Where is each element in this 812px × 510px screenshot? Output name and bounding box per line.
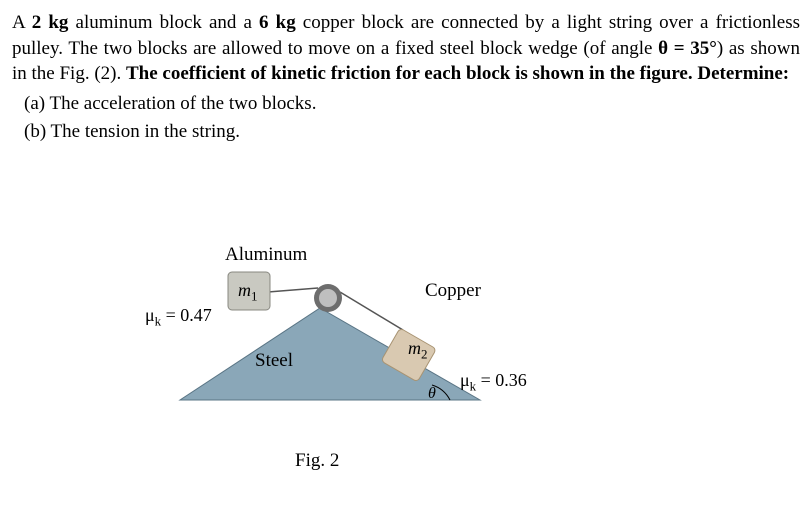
question-b: (b) The tension in the string. [12, 121, 800, 143]
m2-label: m2 [408, 338, 428, 363]
text-segment: A [12, 12, 32, 33]
mu1-label: μk = 0.47 [145, 305, 212, 330]
m1-label: m1 [238, 280, 258, 305]
mu2-symbol: μ [460, 370, 470, 390]
mu2-value: = 0.36 [476, 370, 527, 390]
angle-expression: θ = 35° [658, 38, 717, 59]
string-right [340, 292, 403, 330]
question-a: (a) The acceleration of the two blocks. [12, 93, 800, 115]
mu1-value: = 0.47 [161, 305, 212, 325]
mass2-value: 6 kg [259, 12, 296, 33]
figure-container: θ Aluminum Copper Steel m1 m2 μk = 0.47 … [150, 250, 650, 510]
figure-caption: Fig. 2 [295, 450, 339, 472]
mu1-symbol: μ [145, 305, 155, 325]
pulley-inner [319, 289, 337, 307]
problem-statement: A 2 kg aluminum block and a 6 kg copper … [12, 10, 800, 87]
mu2-label: μk = 0.36 [460, 370, 527, 395]
label-steel: Steel [255, 350, 293, 372]
mass1-value: 2 kg [32, 12, 69, 33]
m1-sub: 1 [251, 289, 258, 304]
bold-sentence: The coefficient of kinetic friction for … [126, 63, 789, 84]
string-left [268, 288, 318, 292]
label-copper: Copper [425, 280, 481, 302]
m2-symbol: m [408, 338, 421, 358]
physics-diagram: θ [150, 250, 650, 470]
m2-sub: 2 [421, 347, 428, 362]
theta-symbol: θ [428, 385, 436, 402]
label-aluminum: Aluminum [225, 244, 307, 266]
m1-symbol: m [238, 280, 251, 300]
text-segment: aluminum block and a [68, 12, 259, 33]
